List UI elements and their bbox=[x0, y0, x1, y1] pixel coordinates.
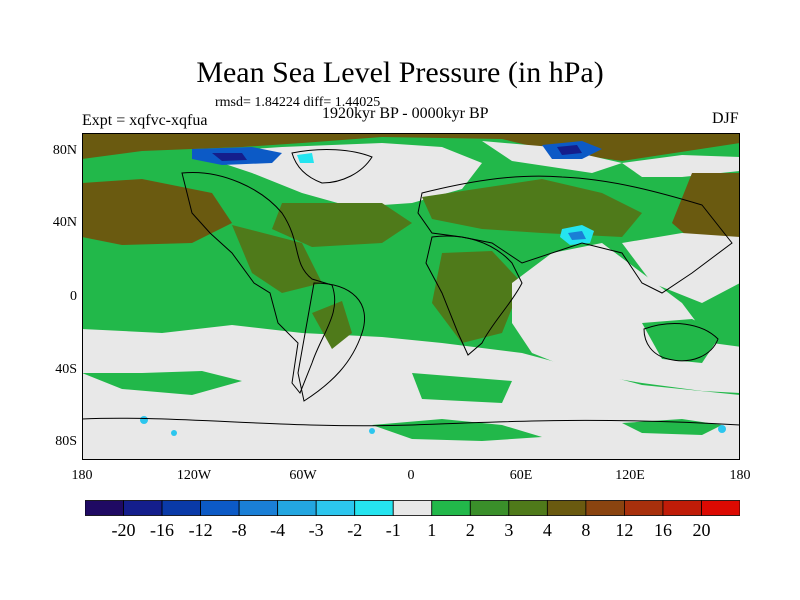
colorbar-swatch bbox=[546, 500, 587, 516]
colorbar-label: -20 bbox=[111, 520, 136, 540]
anomaly-fields bbox=[82, 133, 740, 460]
colorbar-swatch bbox=[585, 500, 625, 516]
colorbar-label: 1 bbox=[427, 520, 437, 540]
experiment-label: Expt = xqfvc-xqfua bbox=[82, 112, 208, 129]
colorbar-label: -8 bbox=[231, 520, 247, 540]
lon-label-60e: 60E bbox=[509, 468, 533, 483]
colorbar-label: -2 bbox=[347, 520, 363, 540]
colorbar-label: -4 bbox=[270, 520, 286, 540]
colorbar-label: 12 bbox=[615, 520, 634, 540]
colorbar-swatch bbox=[508, 500, 548, 516]
colorbar-swatch bbox=[354, 500, 394, 516]
colorbar bbox=[85, 500, 740, 516]
lon-label-180w: 180 bbox=[71, 468, 93, 483]
colorbar-swatch bbox=[431, 500, 471, 516]
lat-label-80s: 80S bbox=[55, 434, 77, 449]
lat-label-40n: 40N bbox=[52, 215, 77, 230]
pressure-anomaly-map bbox=[82, 133, 740, 460]
lon-label-60w: 60W bbox=[289, 468, 317, 483]
lat-label-40s: 40S bbox=[55, 362, 77, 377]
colorbar-swatch bbox=[469, 500, 510, 516]
stats-label: rmsd= 1.84224 diff= 1.44025 bbox=[215, 95, 381, 110]
colorbar-label: 8 bbox=[581, 520, 591, 540]
colorbar-label: 2 bbox=[465, 520, 475, 540]
lat-label-0: 0 bbox=[70, 289, 77, 304]
colorbar-swatch bbox=[315, 500, 356, 516]
colorbar-swatch bbox=[701, 500, 740, 516]
period-label: 1920kyr BP - 0000kyr BP bbox=[322, 105, 489, 122]
season-label: DJF bbox=[712, 110, 739, 127]
colorbar-swatch bbox=[624, 500, 664, 516]
colorbar-swatch bbox=[200, 500, 240, 516]
lon-label-180e: 180 bbox=[729, 468, 751, 483]
colorbar-label: 20 bbox=[692, 520, 711, 540]
colorbar-label: 3 bbox=[504, 520, 514, 540]
map-frame bbox=[82, 133, 740, 460]
colorbar-swatch bbox=[238, 500, 279, 516]
lat-label-80n: 80N bbox=[52, 143, 77, 158]
colorbar-label: -3 bbox=[308, 520, 324, 540]
colorbar-swatch bbox=[662, 500, 702, 516]
lon-label-0: 0 bbox=[407, 468, 415, 483]
colorbar-label: 16 bbox=[653, 520, 672, 540]
colorbar-label: 4 bbox=[542, 520, 552, 540]
colorbar-label: -1 bbox=[385, 520, 401, 540]
colorbar-label: -16 bbox=[150, 520, 175, 540]
colorbar-label: -12 bbox=[188, 520, 213, 540]
colorbar-swatch bbox=[123, 500, 163, 516]
colorbar-swatch bbox=[392, 500, 433, 516]
coastlines bbox=[82, 149, 740, 427]
lon-label-120w: 120W bbox=[176, 468, 212, 483]
lon-label-120e: 120E bbox=[615, 468, 645, 483]
colorbar-swatch bbox=[85, 500, 124, 516]
colorbar-swatch bbox=[161, 500, 201, 516]
colorbar-swatch bbox=[277, 500, 317, 516]
chart-title: Mean Sea Level Pressure (in hPa) bbox=[196, 56, 604, 89]
